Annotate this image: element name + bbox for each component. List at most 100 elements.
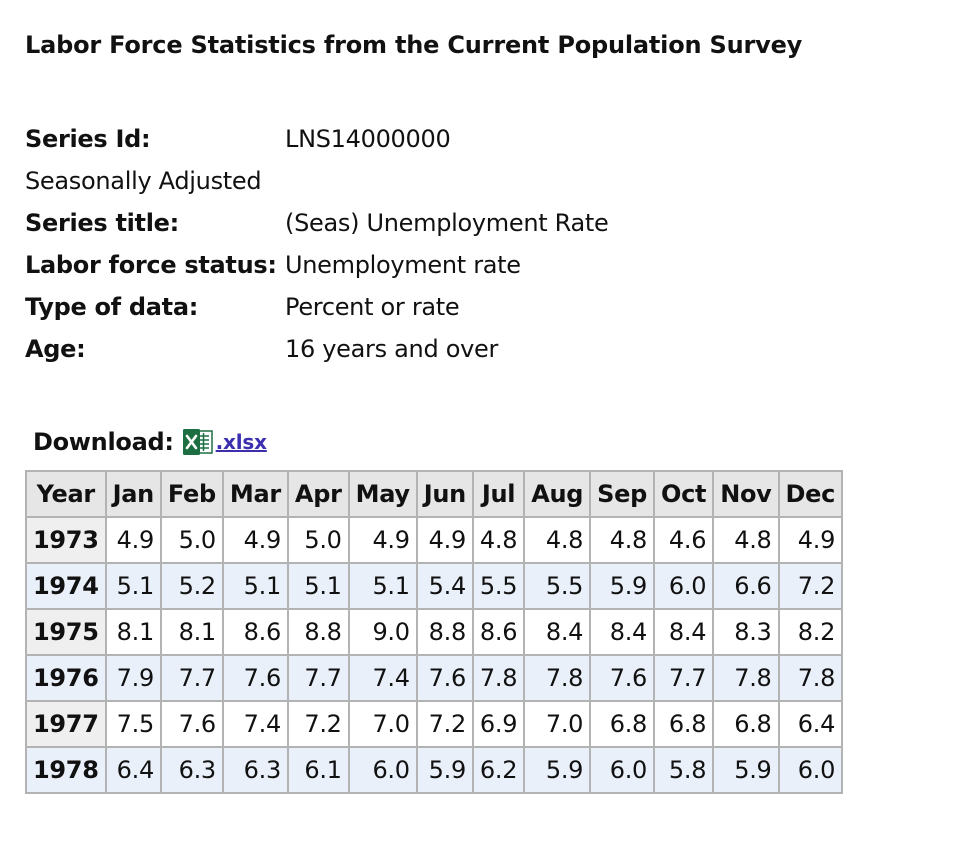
cell-mar: 6.3 — [221, 746, 289, 794]
adjustment-text: Seasonally Adjusted — [25, 167, 262, 195]
table-row: 1976 7.9 7.7 7.6 7.7 7.4 7.6 7.8 7.8 7.6 7.7 7.8 7.8 — [25, 654, 844, 702]
cell-nov: 6.6 — [712, 562, 780, 610]
cell-jul: 6.2 — [471, 746, 526, 794]
row-header-year: 1973 — [25, 516, 107, 564]
cell-nov: 6.8 — [712, 700, 780, 748]
cell-may: 6.0 — [347, 746, 418, 794]
cell-sep: 4.8 — [589, 516, 655, 564]
age-label: Age: — [25, 335, 86, 363]
table-row: 1977 7.5 7.6 7.4 7.2 7.0 7.2 6.9 7.0 6.8 6.8 6.8 6.4 — [25, 700, 844, 748]
age-row: Age: 16 years and over — [25, 328, 725, 370]
cell-jun: 8.8 — [415, 608, 474, 656]
cell-mar: 7.6 — [221, 654, 289, 702]
cell-mar: 5.1 — [221, 562, 289, 610]
download-xlsx-link[interactable]: .xlsx — [215, 430, 267, 454]
age-value: 16 years and over — [285, 335, 499, 363]
excel-icon[interactable] — [182, 428, 214, 456]
table-header-row: Year Jan Feb Mar Apr May Jun Jul Aug Sep… — [25, 470, 844, 518]
row-header-year: 1978 — [25, 746, 107, 794]
column-header-jan: Jan — [104, 470, 162, 518]
row-header-year: 1977 — [25, 700, 107, 748]
cell-jan: 5.1 — [104, 562, 162, 610]
data-table: Year Jan Feb Mar Apr May Jun Jul Aug Sep… — [25, 470, 844, 794]
column-header-oct: Oct — [652, 470, 715, 518]
column-header-nov: Nov — [712, 470, 780, 518]
cell-dec: 7.8 — [777, 654, 844, 702]
cell-nov: 7.8 — [712, 654, 780, 702]
cell-jul: 7.8 — [471, 654, 526, 702]
cell-feb: 8.1 — [159, 608, 224, 656]
labor-force-status-row: Labor force status: Unemployment rate — [25, 244, 725, 286]
cell-feb: 7.6 — [159, 700, 224, 748]
cell-oct: 7.7 — [652, 654, 715, 702]
cell-apr: 7.7 — [286, 654, 350, 702]
cell-dec: 4.9 — [777, 516, 844, 564]
cell-may: 7.4 — [347, 654, 418, 702]
table-row: 1978 6.4 6.3 6.3 6.1 6.0 5.9 6.2 5.9 6.0 5.8 5.9 6.0 — [25, 746, 844, 794]
cell-jul: 6.9 — [471, 700, 526, 748]
column-header-sep: Sep — [589, 470, 655, 518]
cell-jun: 4.9 — [415, 516, 474, 564]
cell-may: 4.9 — [347, 516, 418, 564]
column-header-jul: Jul — [471, 470, 526, 518]
type-of-data-row: Type of data: Percent or rate — [25, 286, 725, 328]
cell-sep: 6.0 — [589, 746, 655, 794]
cell-jul: 8.6 — [471, 608, 526, 656]
row-header-year: 1974 — [25, 562, 107, 610]
cell-dec: 6.0 — [777, 746, 844, 794]
adjustment-row: Seasonally Adjusted — [25, 160, 725, 202]
column-header-jun: Jun — [415, 470, 474, 518]
cell-aug: 7.8 — [523, 654, 592, 702]
cell-jan: 7.9 — [104, 654, 162, 702]
type-of-data-label: Type of data: — [25, 293, 199, 321]
column-header-year: Year — [25, 470, 107, 518]
cell-may: 7.0 — [347, 700, 418, 748]
cell-jul: 5.5 — [471, 562, 526, 610]
download-section: Download: .xlsx — [33, 424, 267, 460]
cell-sep: 6.8 — [589, 700, 655, 748]
cell-jun: 5.4 — [415, 562, 474, 610]
cell-oct: 4.6 — [652, 516, 715, 564]
cell-feb: 5.0 — [159, 516, 224, 564]
cell-dec: 6.4 — [777, 700, 844, 748]
column-header-mar: Mar — [221, 470, 289, 518]
row-header-year: 1975 — [25, 608, 107, 656]
cell-nov: 5.9 — [712, 746, 780, 794]
cell-oct: 5.8 — [652, 746, 715, 794]
table-row: 1974 5.1 5.2 5.1 5.1 5.1 5.4 5.5 5.5 5.9 6.0 6.6 7.2 — [25, 562, 844, 610]
cell-aug: 5.9 — [523, 746, 592, 794]
cell-jun: 7.2 — [415, 700, 474, 748]
cell-oct: 6.0 — [652, 562, 715, 610]
cell-dec: 8.2 — [777, 608, 844, 656]
cell-apr: 7.2 — [286, 700, 350, 748]
cell-feb: 5.2 — [159, 562, 224, 610]
series-title-value: (Seas) Unemployment Rate — [285, 209, 609, 237]
cell-mar: 7.4 — [221, 700, 289, 748]
cell-apr: 5.0 — [286, 516, 350, 564]
table-row: 1975 8.1 8.1 8.6 8.8 9.0 8.8 8.6 8.4 8.4 8.4 8.3 8.2 — [25, 608, 844, 656]
cell-jan: 8.1 — [104, 608, 162, 656]
labor-force-status-value: Unemployment rate — [285, 251, 521, 279]
series-title-row: Series title: (Seas) Unemployment Rate — [25, 202, 725, 244]
cell-oct: 6.8 — [652, 700, 715, 748]
table-row: 1973 4.9 5.0 4.9 5.0 4.9 4.9 4.8 4.8 4.8 4.6 4.8 4.9 — [25, 516, 844, 564]
cell-aug: 4.8 — [523, 516, 592, 564]
cell-aug: 5.5 — [523, 562, 592, 610]
cell-jan: 4.9 — [104, 516, 162, 564]
page-title: Labor Force Statistics from the Current … — [25, 31, 803, 59]
labor-force-status-label: Labor force status: — [25, 251, 277, 279]
cell-jan: 6.4 — [104, 746, 162, 794]
series-info: Series Id: LNS14000000 Seasonally Adjust… — [25, 118, 725, 370]
series-title-label: Series title: — [25, 209, 179, 237]
cell-jan: 7.5 — [104, 700, 162, 748]
column-header-dec: Dec — [777, 470, 844, 518]
cell-apr: 6.1 — [286, 746, 350, 794]
series-id-value: LNS14000000 — [285, 125, 451, 153]
cell-sep: 8.4 — [589, 608, 655, 656]
series-id-row: Series Id: LNS14000000 — [25, 118, 725, 160]
cell-oct: 8.4 — [652, 608, 715, 656]
cell-mar: 4.9 — [221, 516, 289, 564]
series-id-label: Series Id: — [25, 125, 151, 153]
column-header-apr: Apr — [286, 470, 350, 518]
